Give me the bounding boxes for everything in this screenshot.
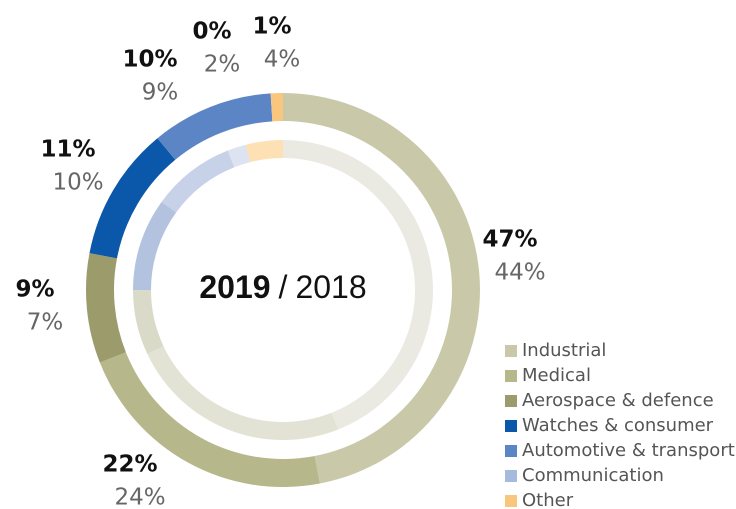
donut-slice [283, 93, 480, 484]
donut-slice [161, 150, 235, 213]
legend-label: Automotive & transport [522, 440, 735, 461]
value-label: 7% [27, 310, 64, 336]
legend-swatch [505, 395, 517, 407]
legend-label: Aerospace & defence [522, 390, 714, 411]
value-label: 10% [122, 47, 177, 73]
center-separator: / [279, 269, 288, 305]
donut-slice [133, 290, 164, 354]
donut-slice [283, 140, 434, 430]
legend-label: Watches & consumer [522, 415, 714, 436]
donut-slice [227, 144, 251, 168]
value-label: 22% [102, 452, 157, 478]
donut-slice [157, 93, 273, 160]
value-label: 44% [494, 260, 545, 286]
center-label: 2019/2018 [199, 269, 366, 305]
donut-slice [86, 253, 126, 363]
center-year: 2018 [295, 269, 366, 305]
donut-slice [99, 352, 320, 487]
value-label: 4% [264, 47, 301, 73]
value-label: 24% [114, 485, 165, 509]
legend-swatch [505, 470, 517, 482]
value-label: 9% [15, 277, 54, 303]
legend-label: Other [522, 490, 574, 509]
donut-slice [89, 138, 176, 259]
donut-slice [133, 201, 177, 290]
legend-swatch [505, 445, 517, 457]
legend-label: Medical [522, 365, 591, 386]
legend-swatch [505, 495, 517, 507]
value-label: 9% [142, 80, 179, 106]
value-label: 1% [252, 14, 291, 40]
center-year: 2019 [199, 269, 270, 305]
legend-swatch [505, 420, 517, 432]
donut-slice [147, 346, 339, 440]
donut-slice [270, 93, 283, 122]
donut-slice [245, 140, 283, 163]
value-label: 0% [192, 19, 231, 45]
legend-swatch [505, 370, 517, 382]
legend-label: Industrial [522, 340, 606, 361]
value-label: 47% [482, 227, 537, 253]
value-label: 2% [204, 52, 241, 78]
value-label: 10% [52, 170, 103, 196]
value-label: 11% [40, 137, 95, 163]
legend-label: Communication [522, 465, 664, 486]
legend-swatch [505, 345, 517, 357]
